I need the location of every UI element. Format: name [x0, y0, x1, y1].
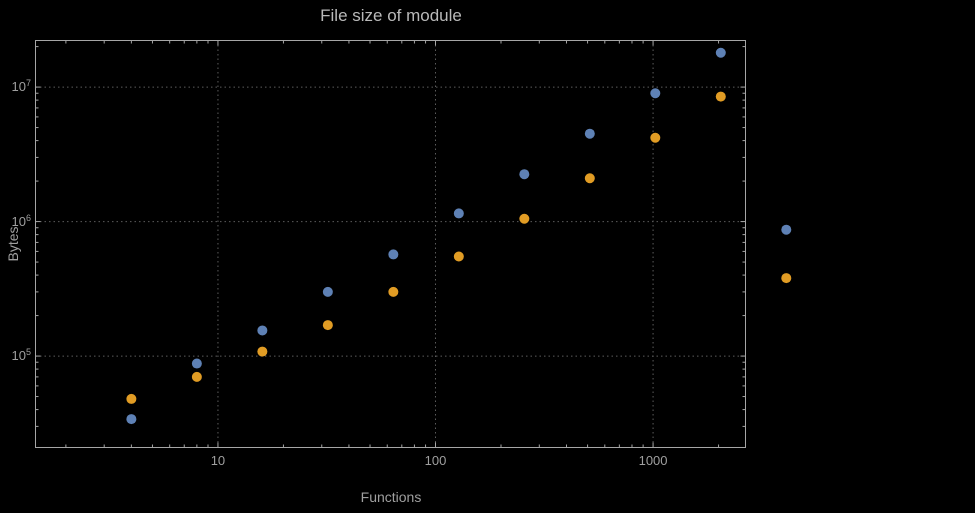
x-tick-label: 100 [424, 453, 447, 468]
data-point [191, 371, 202, 382]
axis-ticks [35, 40, 746, 448]
data-point [584, 128, 595, 139]
chart-title: File size of module [320, 6, 462, 25]
data-point [715, 91, 726, 102]
unlabeled-point [781, 224, 792, 235]
data-point [322, 286, 333, 297]
data-point [453, 251, 464, 262]
x-tick-label: 1000 [638, 453, 668, 468]
y-tick-label: 107 [11, 77, 31, 95]
data-point [322, 320, 333, 331]
data-point [519, 169, 530, 180]
plot-frame [35, 40, 746, 448]
series-orange-points [126, 91, 726, 404]
data-point [257, 346, 268, 357]
unlabeled-point [781, 273, 792, 284]
data-point [519, 213, 530, 224]
y-tick-label: 106 [11, 212, 31, 229]
data-point [126, 393, 137, 404]
x-axis-label: Functions [360, 489, 422, 505]
data-point [388, 286, 399, 297]
data-point [191, 358, 202, 369]
series-blue-points [126, 47, 726, 425]
data-point [257, 325, 268, 336]
x-tick-label: 10 [210, 453, 226, 468]
data-point [650, 88, 661, 99]
data-point [650, 132, 661, 143]
data-point [388, 249, 399, 260]
data-point [584, 173, 595, 184]
data-point [126, 414, 137, 425]
data-point [715, 47, 726, 58]
y-tick-label: 105 [11, 346, 31, 364]
gridlines [35, 40, 746, 448]
data-point [453, 208, 464, 219]
